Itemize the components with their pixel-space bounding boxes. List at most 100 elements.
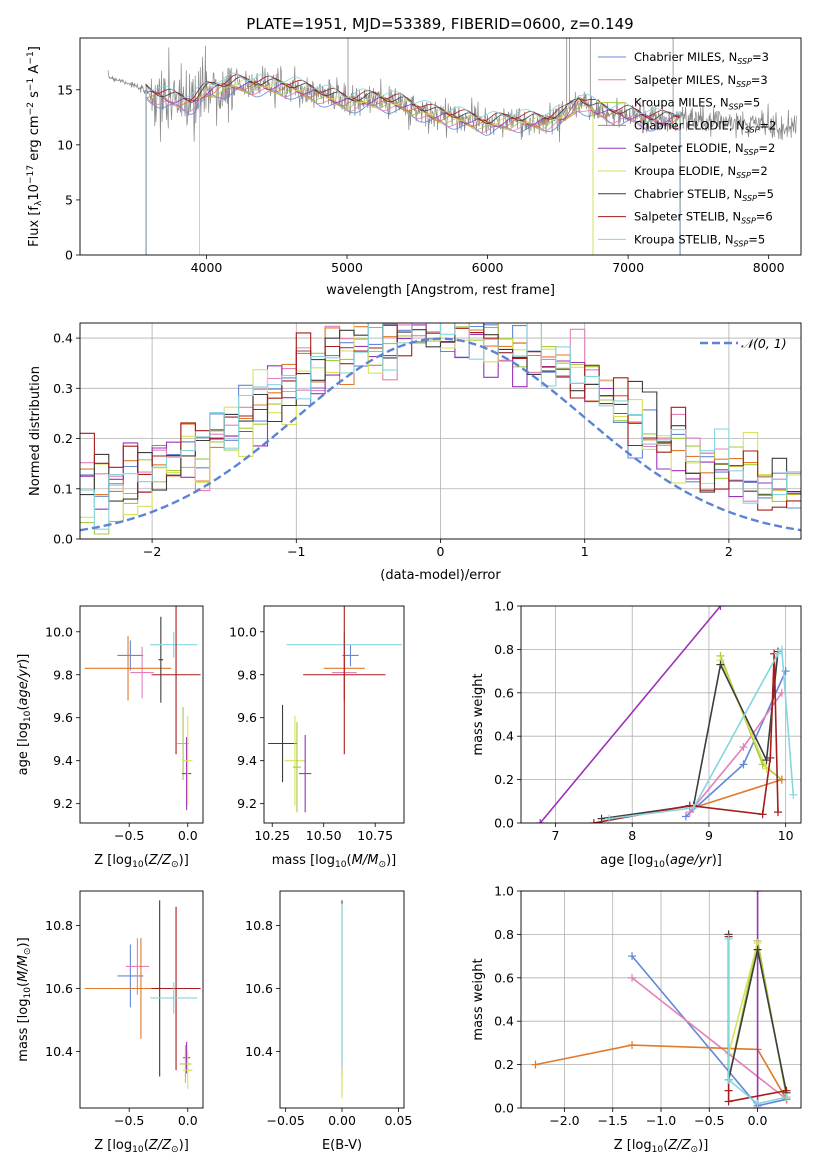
age-vs-z-frame (79, 605, 204, 824)
histogram-normal-curve (80, 337, 801, 532)
spectrum-xtick-label: 5000 (331, 260, 363, 275)
weight-vs-age-series-line (719, 655, 783, 781)
spectrum-ytick-label: 5 (65, 192, 73, 207)
weight-vs-z-x-axis-label-part: ⊙ (691, 1145, 699, 1155)
mass-vs-z-x-axis-label-part: ( (144, 1138, 149, 1153)
legend-label: Kroupa ELODIE, NSSP=2 (634, 164, 768, 180)
weight-vs-age-x-axis-label-part: ( (665, 853, 670, 868)
age-vs-z-ytick-label: 10.0 (45, 624, 73, 639)
weight-vs-age-series-line (539, 606, 722, 823)
histogram-xtick-label: −1 (287, 544, 305, 559)
histogram-ytick-label: 0.1 (53, 481, 73, 496)
weight-vs-age-ytick-label: 1.0 (494, 599, 514, 614)
weight-vs-age-x-axis-label-part: age/yr (670, 853, 713, 868)
spectrum-frame (79, 37, 802, 256)
age-vs-mass-frame (263, 605, 405, 824)
weight-vs-age-xtick-label: 8 (628, 828, 636, 843)
mass-vs-ebv-ytick-label: 10.4 (245, 1044, 273, 1059)
spectrum-y-axis-label-part: ] (27, 46, 42, 51)
weight-vs-age-xtick-label: 7 (552, 828, 560, 843)
weight-vs-z-x-axis-label-part: Z [log (614, 1138, 652, 1153)
histogram-series-step (80, 323, 801, 511)
spectrum-axes: 4000 5000 6000 7000 8000 0 5 10 15 (57, 82, 785, 275)
histogram-ytick-label: 0.0 (53, 532, 73, 547)
age-vs-z-x-axis-label: Z [log10(Z/Z⊙)] (94, 853, 189, 870)
legend-label: Salpeter MILES, NSSP=3 (634, 73, 768, 89)
mass-vs-ebv-xtick-label: −0.05 (266, 1113, 304, 1128)
age-vs-mass-xtick-label: 10.75 (357, 828, 393, 843)
age-vs-mass-ytick-label: 9.2 (237, 796, 257, 811)
spectrum-xtick-label: 4000 (191, 260, 223, 275)
age-vs-mass-ytick-label: 9.6 (237, 710, 257, 725)
legend-label: Chabrier ELODIE, NSSP=2 (634, 118, 776, 134)
spectrum-title: PLATE=1951, MJD=53389, FIBERID=0600, z=0… (246, 15, 633, 33)
mass-vs-z-xtick-label: 0.0 (178, 1113, 198, 1128)
histogram-ytick-label: 0.4 (53, 331, 73, 346)
age-vs-mass-plot-area (268, 606, 402, 813)
weight-vs-z-series-line (727, 942, 759, 1055)
spectrum-ytick-label: 0 (65, 248, 73, 263)
histogram-series-step (80, 323, 801, 530)
age-vs-z-plot-area (84, 606, 201, 811)
weight-vs-z-series-line (631, 977, 787, 1100)
legend-label-part: Salpeter ELODIE, N (634, 141, 744, 155)
mass-vs-ebv-x-axis-label-part: E(B-V) (322, 1138, 362, 1153)
weight-vs-z-x-axis-label: Z [log10(Z/Z⊙)] (614, 1138, 709, 1155)
spectrum-model-line (145, 80, 681, 255)
age-vs-mass-x-axis-label-part: 10 (335, 860, 347, 870)
weight-vs-age-xtick-label: 10 (778, 828, 794, 843)
histogram-series-step (80, 323, 801, 502)
spectrum-y-axis-label-part: s (27, 91, 42, 102)
age-vs-z-y-axis-label-part: age [log (16, 722, 31, 775)
weight-vs-age-xtick-label: 9 (705, 828, 713, 843)
spectrum-model-line (145, 88, 681, 255)
legend-label: Salpeter ELODIE, NSSP=2 (634, 141, 775, 157)
spectrum-y-axis-label: Flux [fλ10−17 erg cm−2 s−1 A−1] (26, 46, 44, 247)
weight-vs-z-x-axis-label-part: )] (698, 1138, 708, 1153)
legend-label-part: Chabrier STELIB, N (634, 187, 742, 201)
weight-vs-age-x-axis-label-part: 10 (653, 860, 665, 870)
weight-vs-z-ytick-label: 1.0 (494, 884, 514, 899)
legend-label-part: Kroupa MILES, N (634, 96, 729, 110)
age-vs-mass-x-axis-label-part: M/M (352, 853, 379, 868)
legend-label-part: =2 (758, 141, 775, 155)
weight-vs-age-series-line (719, 659, 768, 770)
age-vs-mass-ytick-label: 10.0 (229, 624, 257, 639)
mass-vs-ebv-x-axis-label: E(B-V) (322, 1138, 362, 1153)
weight-vs-z-x-axis-label-part: ( (663, 1138, 668, 1153)
weight-vs-age-x-axis-label-part: age [log (600, 853, 653, 868)
weight-vs-z-xtick-label: −1.0 (646, 1113, 676, 1128)
weight-vs-z-series-line (727, 938, 787, 1105)
weight-vs-z-ytick-label: 0.0 (494, 1101, 514, 1116)
legend-label-part: =2 (760, 118, 777, 132)
spectrum-y-axis-label-part: Flux [f (27, 206, 42, 247)
mass-vs-z-ytick-label: 10.4 (45, 1044, 73, 1059)
legend-label-part: Chabrier MILES, N (634, 50, 737, 64)
histogram-xtick-label: 1 (581, 544, 589, 559)
spectrum-y-axis-label-part: −1 (26, 78, 36, 91)
spectrum-model-line (199, 78, 594, 255)
legend-label-part: SSP (737, 57, 752, 66)
legend-label-part: SSP (745, 125, 760, 134)
legend-label-part: =3 (752, 50, 769, 64)
histogram-y-axis-label: Normed distribution (28, 366, 43, 496)
histogram-xtick-label: 2 (725, 544, 733, 559)
legend-label-part: =3 (751, 73, 768, 87)
histogram-ytick-label: 0.3 (53, 381, 73, 396)
mass-vs-z-axes: −0.5 0.0 10.4 10.6 10.8 (45, 918, 198, 1128)
mass-vs-z-y-axis-label-part: )] (16, 937, 31, 947)
histogram-x-axis-label: (data-model)/error (380, 568, 501, 583)
histogram-xtick-label: −2 (143, 544, 161, 559)
mass-vs-z-x-axis-label-part: Z/Z (148, 1138, 172, 1153)
legend-label-part: SSP (736, 80, 751, 89)
histogram-series-step (80, 323, 801, 496)
legend-label-part: Kroupa STELIB, N (634, 232, 734, 246)
spectrum-y-axis-label-part: −17 (26, 165, 36, 184)
mass-vs-z-y-axis-label-part: ⊙ (23, 947, 33, 955)
age-vs-mass-x-axis-label: mass [log10(M/M⊙)] (272, 853, 396, 870)
legend-label-part: =2 (751, 164, 768, 178)
mass-vs-z-y-axis-label-part: mass [log (16, 999, 31, 1062)
legend-label-part: Chabrier ELODIE, N (634, 118, 745, 132)
mass-vs-z-ytick-label: 10.6 (45, 981, 73, 996)
